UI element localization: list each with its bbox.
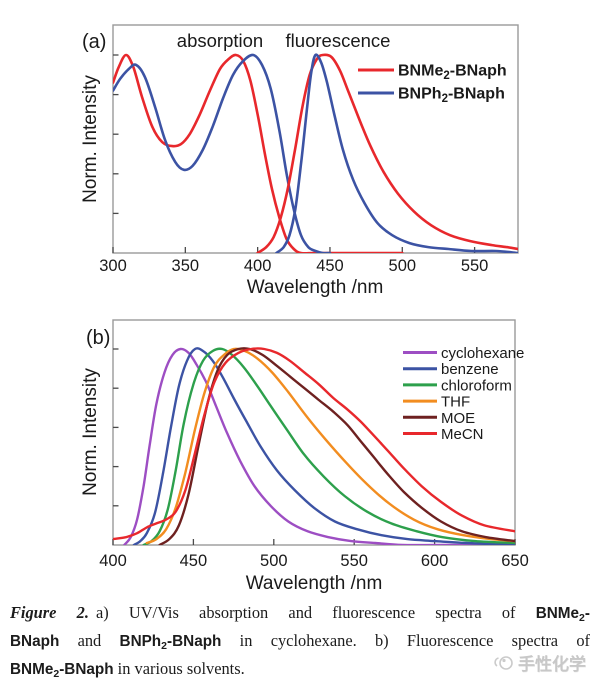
watermark-icon [494,655,513,670]
legend-label: BNPh2-BNaph [398,86,505,106]
legend-item: THF [403,394,470,411]
x-tick-label: 500 [260,552,288,570]
caption-line: Figure 2. a) UV/Vis absorption and fluore… [10,602,590,630]
caption-segment: BNMe [10,660,54,678]
caption-segment: in cyclohexane. b) Fluorescence spectra … [221,630,590,650]
caption-segment: 2 [579,612,585,624]
legend-item: MeCN [403,426,484,443]
curve-cyclohexane [123,347,515,545]
caption-line: BNMe2-BNaph in various solvents. [10,658,590,686]
x-tick-label: 500 [389,257,417,275]
curve-bnme2-bnaph-absorption [113,53,404,253]
caption-line: BNaph and BNPh2-BNaph in cyclohexane. b)… [10,630,590,658]
watermark-text: 手性化学 [518,655,586,674]
legend-item: MOE [403,410,475,427]
curve-thf [145,347,515,545]
x-tick-label: 600 [421,552,449,570]
panel-b-label: (b) [86,327,110,349]
caption-segment: - [584,605,590,622]
absorption-annotation: absorption [177,30,263,51]
legend-label: BNMe2-BNaph [398,63,507,83]
caption-segment: -BNaph [59,660,114,678]
curve-chloroform [142,347,515,545]
caption-segment: a) UV/Vis absorption and fluorescence sp… [95,603,536,622]
x-tick-label: 400 [99,552,127,570]
curve-bnme2-bnaph-fluorescence [256,53,518,253]
legend-label: cyclohexane [441,345,524,362]
y-axis-label-b: Norm. Intensity [80,368,101,496]
x-tick-label: 400 [244,257,272,275]
caption-segment: 2 [53,667,60,680]
panel-b: (b) 400 450 500 550 600 650 cyclohexanebenzen… [80,319,529,594]
caption-segment: Figure 2. [10,603,89,622]
x-tick-label: 550 [461,257,489,275]
panel-a: (a) 300 350 400 450 500 550 absorption fluore… [80,24,519,298]
caption-segment: and [59,630,120,650]
legend-item: chloroform [403,377,512,394]
x-axis-label-a: Wavelength /nm [247,277,384,298]
x-tick-label: 450 [316,257,344,275]
x-tick-label: 550 [340,552,368,570]
legend-label: THF [441,394,470,411]
caption-segment: BNMe [535,605,580,622]
curve-moe [158,347,515,545]
curve-bnph2-bnaph-absorption [113,53,332,253]
curve-bnph2-bnaph-fluorescence [275,53,518,253]
x-tick-label: 300 [99,257,127,275]
legend-item: cyclohexane [403,345,524,362]
y-axis-label-a: Norm. Intensity [80,75,101,203]
spectra-plots: (a) 300 350 400 450 500 550 absorption fluore… [80,24,529,594]
legend-a: BNMe2-BNaph BNPh2-BNaph [358,63,507,106]
curve-benzene [132,347,515,545]
caption-segment: -BNaph [167,632,222,650]
legend-label: MOE [441,410,475,427]
curve-mecn [113,347,515,541]
panel-a-label: (a) [82,31,106,53]
legend-item: benzene [403,361,499,378]
legend-label: chloroform [441,377,512,394]
caption-segment: 2 [161,639,168,652]
caption-segment: BNaph [10,632,60,650]
caption-segment: in various solvents. [113,658,245,678]
x-tick-label: 650 [501,552,529,570]
x-axis-label-b: Wavelength /nm [246,573,383,594]
legend-item: BNMe2-BNaph [358,63,507,83]
x-tick-label: 350 [172,257,200,275]
legend-label: benzene [441,361,499,378]
caption-segment: BNPh [119,632,162,650]
legend-label: MeCN [441,426,484,443]
plot-frame-b [112,319,516,546]
legend-item: BNPh2-BNaph [358,86,505,106]
fluorescence-annotation: fluorescence [286,30,391,51]
figure-caption: Figure 2. a) UV/Vis absorption and fluore… [10,602,590,685]
watermark: 手性化学 [494,650,586,675]
x-tick-label: 450 [180,552,208,570]
